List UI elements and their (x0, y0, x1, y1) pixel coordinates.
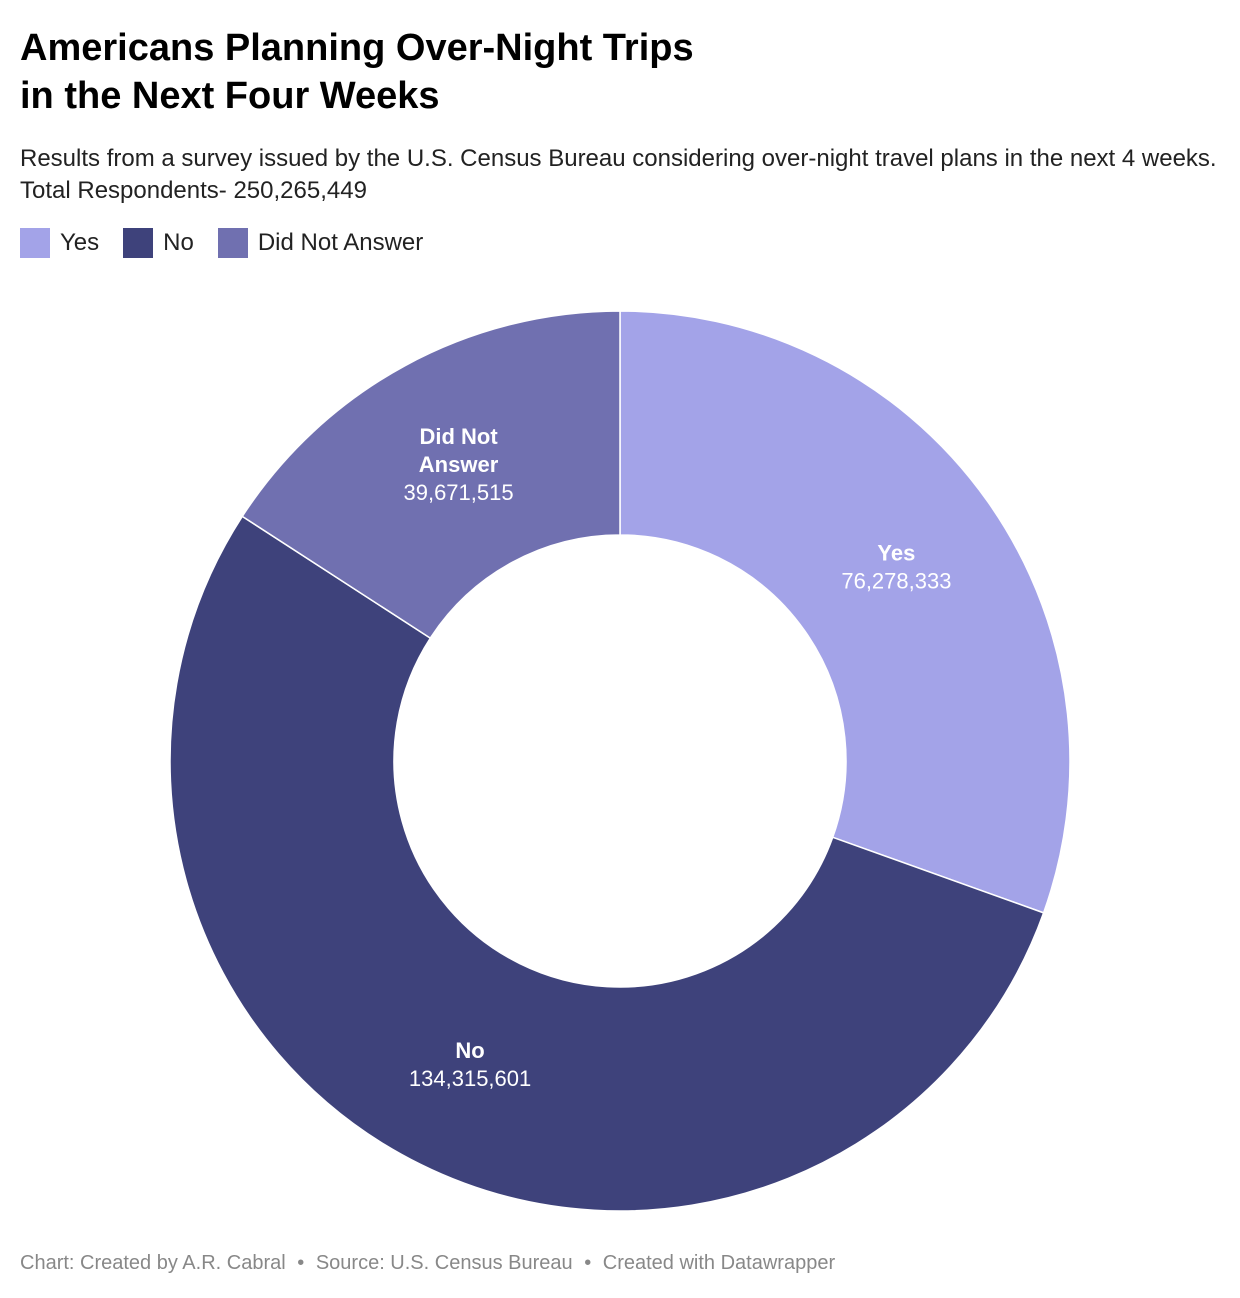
slice-label-yes: Yes (877, 540, 915, 565)
legend-item-yes: Yes (20, 228, 99, 258)
slice-value-yes: 76,278,333 (841, 568, 951, 593)
footer-separator: • (584, 1252, 592, 1274)
chart-title: Americans Planning Over-Night Trips in t… (20, 24, 920, 120)
slice-value-no: 134,315,601 (409, 1066, 531, 1091)
footer-separator: • (297, 1252, 305, 1274)
donut-slice-yes (619, 310, 1071, 914)
donut-slice-no (169, 515, 1045, 1212)
slice-labels: Yes 76,278,333 No 134,315,601 Did Not Answer 3… (403, 424, 951, 1091)
donut-slice-did-not-answer (241, 310, 621, 640)
footer-tool: Created with Datawrapper (602, 1252, 836, 1274)
legend-swatch-no (123, 228, 154, 258)
chart-legend: Yes No Did Not Answer (20, 228, 447, 258)
legend-swatch-did-not-answer (217, 228, 248, 258)
donut-chart: Yes 76,278,333 No 134,315,601 Did Not Answer 3… (169, 310, 1071, 1212)
title-line-1: Americans Planning Over-Night Trips (20, 27, 694, 69)
footer-source: Source: U.S. Census Bureau (315, 1252, 573, 1274)
legend-label-yes: Yes (60, 229, 100, 256)
legend-label-no: No (163, 229, 194, 256)
legend-swatch-yes (20, 228, 50, 258)
footer-credit: Chart: Created by A.R. Cabral (20, 1252, 286, 1274)
slice-label-no: No (455, 1038, 484, 1063)
legend-item-no: No (123, 228, 194, 258)
legend-label-did-not-answer: Did Not Answer (257, 229, 424, 256)
legend-item-did-not-answer: Did Not Answer (217, 228, 424, 258)
chart-footer: Chart: Created by A.R. Cabral • Source: … (20, 1252, 835, 1275)
title-line-2: in the Next Four Weeks (20, 75, 440, 117)
slice-value-did-not-answer: 39,671,515 (403, 480, 513, 505)
chart-subtitle: Results from a survey issued by the U.S.… (20, 145, 1217, 204)
slice-label-did-not-answer: Answer (419, 452, 499, 477)
slice-label-did-not-answer: Did Not (419, 424, 498, 449)
